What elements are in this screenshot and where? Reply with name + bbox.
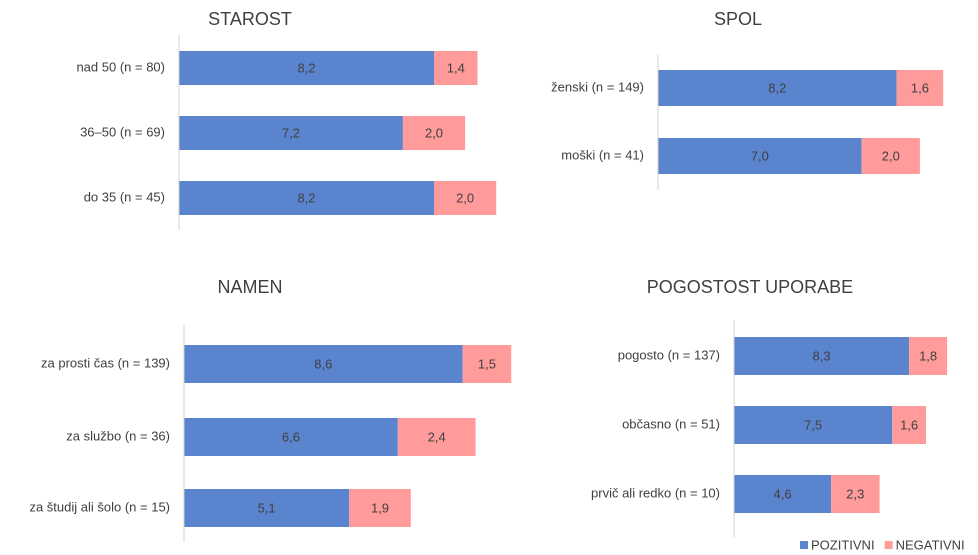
value-label: 8,2 [768, 80, 786, 95]
value-label: 1,8 [919, 348, 937, 363]
bar-segment [434, 51, 478, 85]
value-label: 8,2 [297, 190, 315, 205]
bar-segment [434, 181, 497, 215]
value-label: 1,4 [447, 60, 465, 75]
category-label: ženski (n = 149) [551, 79, 644, 94]
category-label: prvič ali redko (n = 10) [591, 485, 720, 500]
bar-segment [462, 345, 512, 383]
bar-segment [184, 489, 350, 527]
legend-label: POZITIVNI [811, 537, 875, 552]
category-label: pogosto (n = 137) [618, 347, 720, 362]
value-label: 2,0 [456, 190, 474, 205]
bar-segment [861, 138, 920, 174]
bar-segment [179, 51, 435, 85]
category-label: do 35 (n = 45) [84, 189, 165, 204]
category-label: za službo (n = 36) [66, 428, 170, 443]
value-label: 2,4 [428, 429, 446, 444]
value-label: 7,2 [282, 125, 300, 140]
value-label: 1,6 [911, 80, 929, 95]
category-label: za študij ali šolo (n = 15) [29, 499, 170, 514]
value-label: 2,0 [425, 125, 443, 140]
bar-segment [658, 138, 862, 174]
value-label: 7,5 [804, 417, 822, 432]
bar-segment [397, 418, 476, 456]
bar-segment [658, 70, 897, 106]
bar-segment [349, 489, 411, 527]
bar-segment [184, 345, 463, 383]
bar-segment [184, 418, 398, 456]
value-label: 6,6 [282, 429, 300, 444]
value-label: 4,6 [773, 486, 791, 501]
value-label: 8,3 [813, 348, 831, 363]
chart-title: STAROST [208, 9, 292, 29]
chart-title: SPOL [714, 9, 762, 29]
value-label: 1,6 [900, 417, 918, 432]
bar-segment [734, 475, 832, 513]
bar-segment [892, 406, 927, 444]
bar-segment [179, 116, 403, 150]
bar-segment [179, 181, 435, 215]
bar-segment [896, 70, 944, 106]
value-label: 8,6 [314, 356, 332, 371]
value-label: 1,9 [371, 500, 389, 515]
legend-label: NEGATIVNI [896, 537, 965, 552]
bar-segment [734, 337, 910, 375]
category-label: za prosti čas (n = 139) [41, 355, 170, 370]
value-label: 8,2 [297, 60, 315, 75]
legend-swatch [800, 541, 808, 549]
chart-title: POGOSTOST UPORABE [647, 277, 853, 297]
category-label: moški (n = 41) [561, 147, 644, 162]
category-label: nad 50 (n = 80) [76, 59, 165, 74]
category-label: občasno (n = 51) [622, 416, 720, 431]
value-label: 2,0 [882, 148, 900, 163]
bar-segment [831, 475, 880, 513]
category-label: 36–50 (n = 69) [80, 124, 165, 139]
value-label: 5,1 [258, 500, 276, 515]
bar-segment [402, 116, 466, 150]
value-label: 2,3 [846, 486, 864, 501]
chart-title: NAMEN [217, 277, 282, 297]
value-label: 7,0 [751, 148, 769, 163]
legend-swatch [884, 541, 893, 549]
bar-segment [734, 406, 893, 444]
bar-segment [909, 337, 948, 375]
value-label: 1,5 [478, 356, 496, 371]
